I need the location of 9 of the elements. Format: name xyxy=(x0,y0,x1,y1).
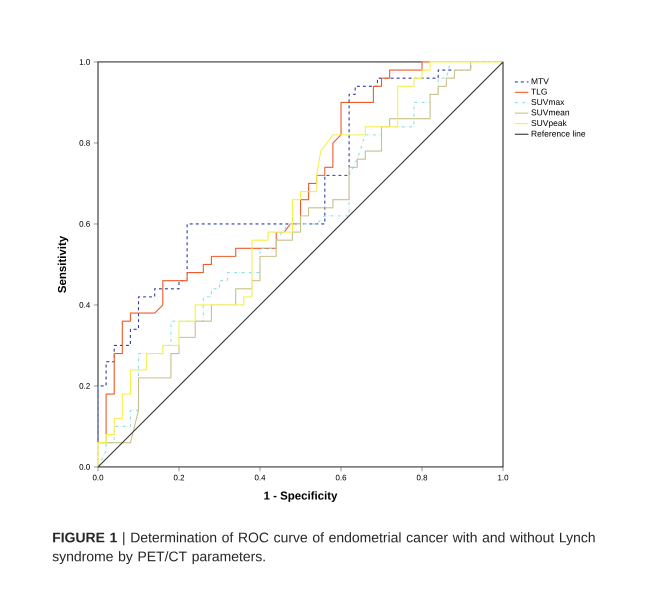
legend-label: SUVpeak xyxy=(531,120,567,128)
legend-label: SUVmean xyxy=(531,109,570,116)
text: FIGURE 1 | Determination of ROC curve of endometrial cancer with and without Lynch syndrome by PET/CT parameters. xyxy=(52,532,595,564)
legend-label: SUVmax xyxy=(531,99,564,106)
x-axis-title: 1 - Specificity xyxy=(264,491,338,502)
legend-label: TLG xyxy=(531,88,547,95)
y-axis-title: Sensitivity xyxy=(58,236,68,293)
legend-label: Reference line xyxy=(532,130,586,137)
legend-label: MTV xyxy=(532,78,549,84)
